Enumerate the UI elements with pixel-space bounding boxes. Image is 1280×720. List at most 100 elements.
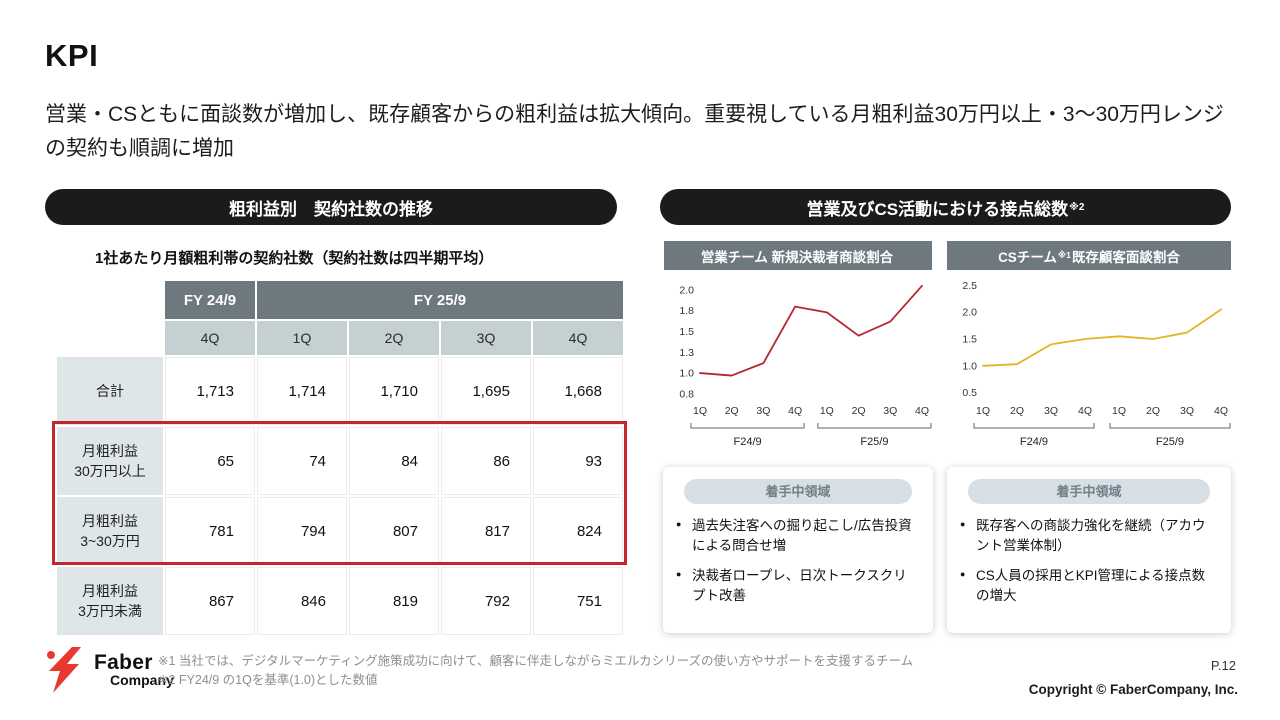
footnote-ref-2: ※2 — [1069, 201, 1085, 213]
page-number: P.12 — [1210, 658, 1236, 673]
bullet-item: 既存客への商談力強化を継続（アカウント営業体制） — [960, 516, 1218, 557]
cs-line-chart: 0.5 1.0 1.5 2.0 2.5 1Q 2Q 3Q 4Q 1Q 2Q 3Q 4Q F24/9 F25/… — [962, 280, 1231, 448]
table-title: 1社あたり月額粗利帯の契約社数（契約社数は四半期平均） — [95, 250, 494, 267]
table-cell: 846 — [257, 567, 347, 635]
table-cell: 84 — [349, 427, 439, 495]
table-corner-cell — [57, 281, 163, 319]
svg-text:3Q: 3Q — [1180, 405, 1194, 417]
svg-text:3Q: 3Q — [1044, 405, 1058, 417]
svg-text:1Q: 1Q — [1112, 405, 1126, 417]
table-row-over-300k: 月粗利益 30万円以上 65 74 84 86 93 — [57, 427, 623, 495]
focus-pill-label: 着手中領域 — [968, 479, 1210, 504]
row-label: 月粗利益 3万円未満 — [57, 567, 163, 635]
focus-card-sales: 着手中領域 過去失注客への掘り起こし/広告投資による問合せ増 決裁者ロープレ、日… — [663, 467, 933, 633]
svg-text:1.5: 1.5 — [962, 334, 977, 346]
logo-text: Faber Company — [94, 652, 174, 688]
table-row-30k-300k: 月粗利益 3~30万円 781 794 807 817 824 — [57, 497, 623, 565]
sales-line-chart: 0.8 1.0 1.3 1.5 1.8 2.0 1Q 2Q 3Q 4Q 1Q 2Q 3Q 4Q F24/9 F… — [679, 284, 932, 448]
col-header-fy25: FY 25/9 — [257, 281, 623, 319]
svg-text:2.0: 2.0 — [679, 284, 694, 296]
svg-text:4Q: 4Q — [915, 405, 929, 417]
svg-text:1.0: 1.0 — [679, 368, 694, 380]
svg-text:3Q: 3Q — [883, 405, 897, 417]
copyright-text: Copyright © FaberCompany, Inc. — [1028, 682, 1238, 697]
table-cell: 74 — [257, 427, 347, 495]
chart-title-sales: 営業チーム 新規決裁者商談割合 — [700, 249, 894, 265]
col-header-quarter: 1Q — [257, 321, 347, 355]
svg-text:2Q: 2Q — [852, 405, 866, 417]
bullet-item: 決裁者ロープレ、日次トークスクリプト改善 — [676, 566, 920, 607]
svg-text:1Q: 1Q — [976, 405, 990, 417]
table-header-row-quarters: 4Q 1Q 2Q 3Q 4Q — [57, 321, 623, 355]
bullet-item: CS人員の採用とKPI管理による接点数の増大 — [960, 566, 1218, 607]
table-cell: 86 — [441, 427, 531, 495]
svg-text:1.3: 1.3 — [679, 347, 694, 359]
svg-text:2Q: 2Q — [725, 405, 739, 417]
focus-pill-label: 着手中領域 — [684, 479, 912, 504]
table-row-under-30k: 月粗利益 3万円未満 867 846 819 792 751 — [57, 567, 623, 635]
table-cell: 1,668 — [533, 357, 623, 425]
col-header-quarter: 3Q — [441, 321, 531, 355]
footnote-2: ※2 FY24/9 の1Qを基準(1.0)とした数値 — [158, 673, 378, 688]
footnotes: ※1 当社では、デジタルマーケティング施策成功に向けて、顧客に伴走しながらミエル… — [158, 652, 913, 691]
svg-text:0.8: 0.8 — [679, 388, 694, 400]
logo-word-faber: Faber — [94, 650, 153, 674]
table-cell: 1,695 — [441, 357, 531, 425]
svg-text:4Q: 4Q — [1214, 405, 1228, 417]
svg-text:F25/9: F25/9 — [1156, 436, 1184, 448]
svg-text:1.8: 1.8 — [679, 305, 694, 317]
row-label: 月粗利益 3~30万円 — [57, 497, 163, 565]
col-header-fy24: FY 24/9 — [165, 281, 255, 319]
section-header-text: 営業及びCS活動における接点総数 — [806, 199, 1069, 219]
table-cell: 1,713 — [165, 357, 255, 425]
table-cell: 751 — [533, 567, 623, 635]
section-header-gross-profit: 粗利益別 契約社数の推移 — [45, 189, 617, 225]
section-header-contacts: 営業及びCS活動における接点総数 ※2 — [660, 189, 1231, 225]
table-cell: 65 — [165, 427, 255, 495]
table-cell: 781 — [165, 497, 255, 565]
table-cell: 867 — [165, 567, 255, 635]
contracts-table: FY 24/9 FY 25/9 4Q 1Q 2Q 3Q 4Q 合計 1,713 … — [57, 281, 623, 637]
focus-bullet-list: 既存客への商談力強化を継続（アカウント営業体制） CS人員の採用とKPI管理によ… — [960, 516, 1218, 606]
footnote-ref-1: ※1 — [1057, 250, 1071, 260]
table-cell: 794 — [257, 497, 347, 565]
table-cell: 819 — [349, 567, 439, 635]
svg-text:1.0: 1.0 — [962, 360, 977, 372]
svg-text:0.5: 0.5 — [962, 387, 977, 399]
table-row-total: 合計 1,713 1,714 1,710 1,695 1,668 — [57, 357, 623, 425]
col-header-quarter: 2Q — [349, 321, 439, 355]
chart-title-cs: CSチーム — [998, 249, 1057, 265]
table-cell: 1,714 — [257, 357, 347, 425]
page-title: KPI — [45, 38, 99, 73]
svg-text:F25/9: F25/9 — [860, 436, 888, 448]
footnote-1: ※1 当社では、デジタルマーケティング施策成功に向けて、顧客に伴走しながらミエル… — [158, 654, 914, 668]
svg-text:3Q: 3Q — [756, 405, 770, 417]
svg-text:F24/9: F24/9 — [1020, 436, 1048, 448]
slide-subtitle: 営業・CSともに面談数が増加し、既存顧客からの粗利益は拡大傾向。重要視している月… — [45, 103, 1224, 160]
focus-card-cs: 着手中領域 既存客への商談力強化を継続（アカウント営業体制） CS人員の採用とK… — [947, 467, 1231, 633]
table-corner-cell — [57, 321, 163, 355]
table-cell: 817 — [441, 497, 531, 565]
svg-text:1Q: 1Q — [820, 405, 834, 417]
logo-word-company: Company — [110, 671, 174, 688]
svg-text:4Q: 4Q — [1078, 405, 1092, 417]
chart-header-cs: CSチーム ※1 既存顧客面談割合 — [947, 241, 1231, 270]
table-cell: 1,710 — [349, 357, 439, 425]
row-label: 月粗利益 30万円以上 — [57, 427, 163, 495]
table-cell: 93 — [533, 427, 623, 495]
bullet-item: 過去失注客への掘り起こし/広告投資による問合せ増 — [676, 516, 920, 557]
svg-text:1Q: 1Q — [693, 405, 707, 417]
svg-text:2.0: 2.0 — [962, 307, 977, 319]
col-header-quarter: 4Q — [533, 321, 623, 355]
col-header-quarter: 4Q — [165, 321, 255, 355]
faber-logo-icon — [47, 647, 81, 693]
table-cell: 792 — [441, 567, 531, 635]
svg-text:2Q: 2Q — [1146, 405, 1160, 417]
svg-text:4Q: 4Q — [788, 405, 802, 417]
row-label: 合計 — [57, 357, 163, 425]
table-cell: 807 — [349, 497, 439, 565]
table-header-row-fy: FY 24/9 FY 25/9 — [57, 281, 623, 319]
focus-bullet-list: 過去失注客への掘り起こし/広告投資による問合せ増 決裁者ロープレ、日次トークスク… — [676, 516, 920, 606]
faber-company-logo: Faber Company — [42, 646, 174, 694]
